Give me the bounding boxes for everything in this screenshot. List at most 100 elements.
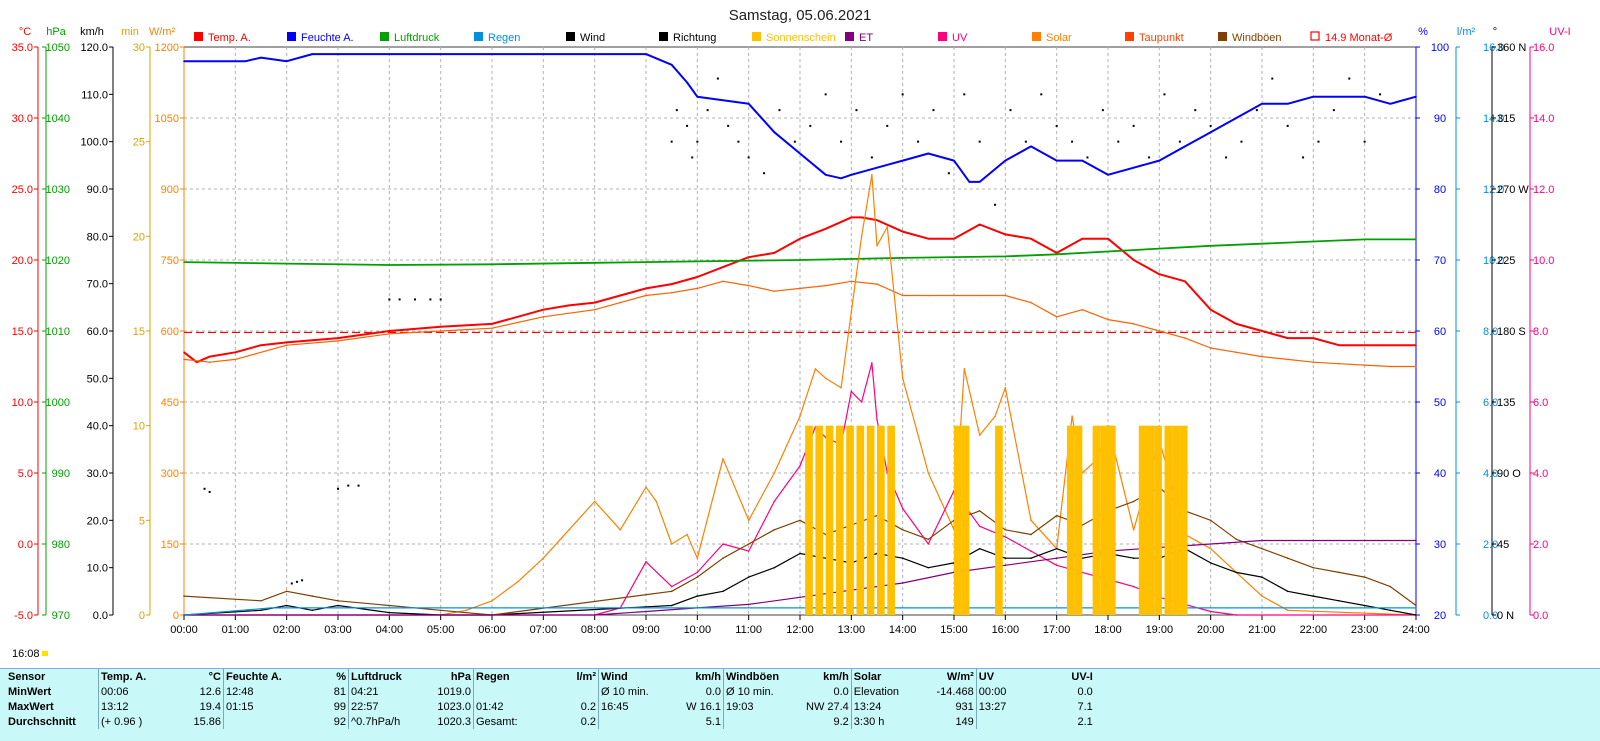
data-point (388, 53, 391, 55)
data-point (1415, 95, 1417, 98)
data-point (1286, 590, 1289, 593)
direction-point (1302, 156, 1305, 159)
stats-cell-note: Ø 10 min. (598, 684, 679, 699)
data-point (773, 529, 776, 531)
stats-cell-note: (+ 0.96 ) (98, 714, 179, 729)
data-point (1132, 166, 1135, 169)
x-tick-label: 09:00 (632, 624, 660, 636)
sunshine-bar (1092, 425, 1101, 615)
sunshine-bar (1138, 425, 1147, 615)
legend-swatch (194, 32, 203, 41)
data-point (542, 308, 545, 311)
data-point (722, 590, 724, 593)
stats-row-label: MinWert (8, 685, 52, 698)
legend-label: 14.9 Monat-Ø (1325, 32, 1393, 44)
data-point (1261, 355, 1263, 358)
data-point (270, 607, 273, 609)
axis-tick-label: 30.0 (87, 468, 108, 480)
data-point (1158, 159, 1161, 162)
x-tick-label: 17:00 (1043, 624, 1071, 636)
data-point (927, 294, 930, 297)
axis-tick-label: 30.0 (12, 113, 33, 125)
legend-label: Solar (1046, 32, 1072, 44)
legend-swatch (938, 32, 947, 41)
data-point (593, 614, 596, 616)
stats-cell-note (975, 714, 1051, 729)
data-point (953, 294, 955, 297)
axis-tick-label: 900 (161, 184, 179, 196)
axis-tick-label: 4.0 (1533, 468, 1548, 480)
legend-swatch (1032, 32, 1041, 41)
data-point (1363, 576, 1366, 578)
data-point (773, 566, 776, 569)
data-point (1107, 318, 1109, 321)
legend-item-14-9-monat: 14.9 Monat-Ø (1310, 31, 1393, 44)
axis-tick-label: 990 (52, 468, 70, 480)
data-point (670, 543, 673, 545)
axis-tick-label: 360 N (1497, 42, 1526, 54)
direction-point (1101, 109, 1104, 112)
data-point (850, 280, 853, 283)
axis-tick-label: 16.0 (1533, 42, 1554, 54)
data-point (337, 337, 339, 339)
axis-tick-label: 1000 (46, 397, 70, 409)
legend-swatch (845, 32, 854, 41)
stats-cell-value: 2.1 (1077, 715, 1093, 728)
data-point (1055, 252, 1058, 254)
data-point (439, 330, 442, 332)
data-point (814, 368, 817, 370)
data-point (1363, 364, 1366, 366)
axis-tick-label: 80 (1434, 184, 1446, 196)
data-point (1004, 536, 1007, 538)
data-point (645, 610, 647, 613)
direction-point (1225, 156, 1228, 159)
axis-tick-label: 15 (133, 326, 145, 338)
stats-cell-note (598, 714, 679, 729)
data-point (696, 576, 699, 578)
x-tick-label: 10:00 (684, 624, 712, 636)
stats-cell-value: 0.2 (580, 700, 596, 713)
axis-tick-label: 25 (133, 137, 145, 149)
data-point (1132, 259, 1135, 261)
stats-cell-value: 931 (955, 700, 974, 713)
data-point (1235, 571, 1238, 574)
axis-tick-label: 14.0 (1533, 113, 1554, 125)
legend-item-feuchte-a: Feuchte A. (287, 32, 354, 44)
axis-tick-label: 0.0 (1533, 610, 1548, 622)
axis-tick-label: 25.0 (12, 184, 33, 196)
axis-tick-label: 180 S (1497, 326, 1526, 338)
data-point (196, 361, 198, 364)
stats-cell-note: Ø 10 min. (723, 684, 804, 699)
legend-swatch (380, 32, 389, 41)
axis-tick-label: 10.0 (87, 563, 108, 575)
data-point (568, 529, 570, 531)
data-point (1107, 237, 1109, 240)
stats-cell-note: Gesamt: (473, 714, 554, 729)
direction-point (870, 156, 873, 159)
direction-point (675, 109, 678, 112)
axis-tick-label: 60.0 (87, 326, 108, 338)
data-point (1132, 529, 1135, 531)
data-point (696, 595, 699, 597)
stats-cell-value: 15.86 (193, 715, 221, 728)
axis-tick-label: 30 (133, 42, 145, 54)
data-point (619, 301, 622, 304)
legend-label: Windböen (1232, 32, 1282, 44)
data-point (337, 604, 339, 607)
axis-tick-label: 980 (52, 539, 70, 551)
data-point (1055, 547, 1058, 550)
statistics-panel: Sensor Temp. A. °C Feuchte A.% Luftdruck hPa R… (0, 668, 1600, 741)
stats-cell-note: 13:27 (975, 699, 1051, 714)
sunshine-bar (1172, 425, 1180, 615)
data-point (1209, 308, 1212, 311)
statistics-table: Sensor Temp. A. °C Feuchte A.% Luftdruck hPa R… (0, 669, 1095, 729)
legend-label: Sonnenschein (766, 32, 836, 44)
data-point (1389, 609, 1392, 612)
axis-tick-label: 0.0 (93, 610, 108, 622)
data-point (824, 284, 827, 287)
data-point (860, 401, 863, 403)
stats-cell-value: 0.0 (1077, 685, 1093, 698)
x-tick-label: 24:00 (1402, 624, 1430, 636)
axis-tick-label: 0 N (1497, 610, 1514, 622)
axis-tick-label: 110.0 (81, 89, 108, 101)
